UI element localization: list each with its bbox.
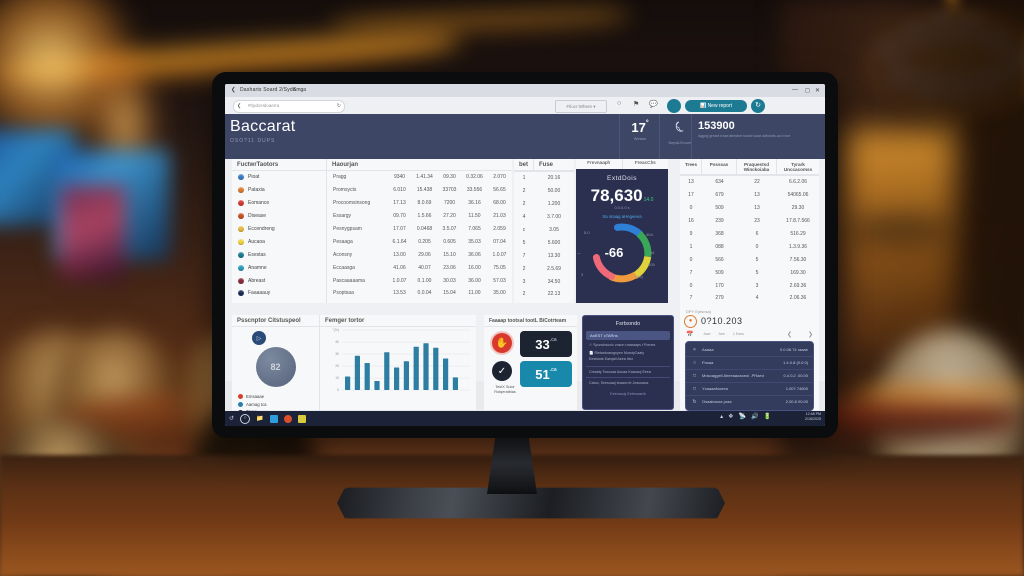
svg-text:"(%): "(%)	[333, 328, 339, 332]
svg-text:404.: 404.	[646, 232, 654, 237]
svg-text:Y(%): Y(%)	[634, 274, 644, 279]
svg-text:0: 0	[337, 388, 339, 392]
svg-text:40: 40	[335, 340, 339, 344]
svg-text:30: 30	[335, 352, 339, 356]
svg-text:005: 005	[648, 262, 655, 267]
svg-text:10: 10	[335, 376, 339, 380]
svg-text:―: ―	[577, 250, 581, 255]
svg-text:3: 3	[581, 272, 584, 277]
svg-text:04: 04	[650, 250, 655, 255]
svg-text:5.0: 5.0	[584, 230, 590, 235]
svg-text:-66: -66	[605, 245, 624, 260]
svg-text:20: 20	[335, 364, 339, 368]
